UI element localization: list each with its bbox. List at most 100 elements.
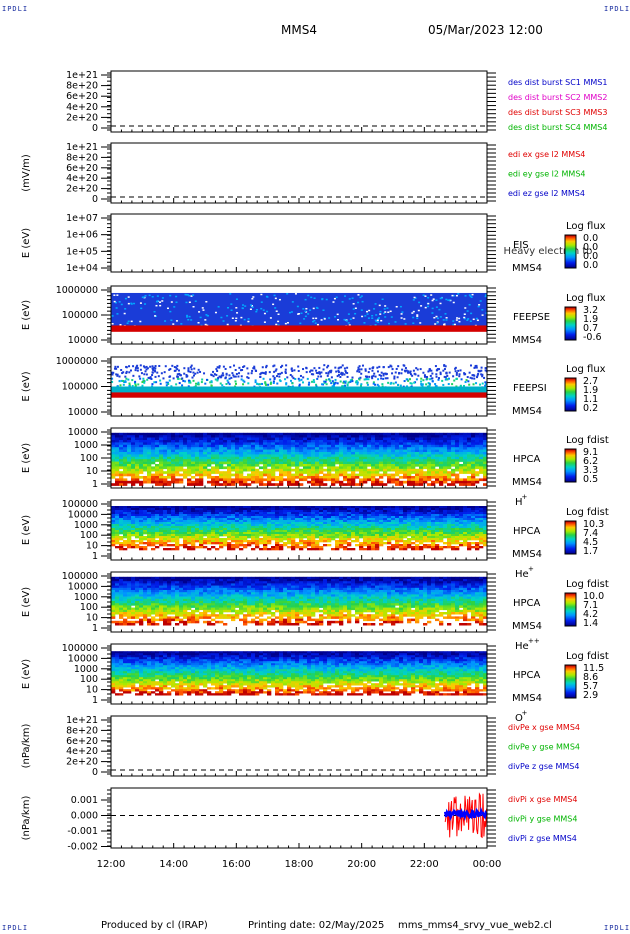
spectrogram-cell <box>147 518 152 521</box>
spectrogram-cell <box>247 506 252 509</box>
spectrogram-cell <box>335 444 340 448</box>
spectrogram-cell <box>119 456 124 460</box>
colorbar-cell <box>565 338 576 340</box>
spectrogram-speck <box>154 365 157 368</box>
spectrogram-speck <box>384 305 387 307</box>
spectrogram-cell <box>359 449 364 453</box>
spectrogram-cell <box>163 528 168 531</box>
spectrogram-cell <box>179 456 184 460</box>
spectrogram-speck <box>235 317 238 320</box>
x-tick-label: 22:00 <box>410 859 439 870</box>
spectrogram-cell <box>203 452 208 455</box>
spectrogram-speck <box>473 374 476 377</box>
spectrogram-cell <box>183 530 188 533</box>
spectrogram-cell <box>475 464 480 467</box>
spectrogram-speck <box>472 383 475 386</box>
spectrogram-cell <box>275 540 280 543</box>
spectrogram-cell <box>195 452 200 455</box>
spectrogram-cell <box>151 526 156 529</box>
spectrogram-cell <box>211 506 216 509</box>
spectrogram-cell <box>159 534 164 537</box>
spectrogram-cell <box>255 452 260 455</box>
spectrogram-speck <box>153 381 156 384</box>
spectrogram-cell <box>243 540 248 543</box>
spectrogram-speck <box>115 367 118 370</box>
spectrogram-speck <box>322 309 325 311</box>
spectrogram-speck <box>305 366 308 369</box>
spectrogram-speck <box>343 318 346 321</box>
spectrogram-cell <box>315 520 320 523</box>
spectrogram-speck <box>435 369 438 372</box>
spectrogram-cell <box>231 540 236 543</box>
spectrogram-cell <box>111 518 116 521</box>
spectrogram-cell <box>179 508 184 511</box>
spectrogram-speck <box>386 377 389 380</box>
spectrogram-speck <box>439 302 442 305</box>
spectrogram-speck <box>470 312 473 315</box>
spectrogram-cell <box>223 440 228 443</box>
spectrogram-cell <box>223 483 228 486</box>
spectrogram-cell <box>183 452 188 455</box>
spectrogram-cell <box>239 542 244 545</box>
spectrogram-cell <box>119 444 124 448</box>
spectrogram-cell <box>147 506 152 509</box>
spectrogram-cell <box>355 468 360 472</box>
spectrogram-cell <box>411 459 416 462</box>
spectrogram-cell <box>315 442 320 446</box>
colorbar-tick-label: 2.7 <box>583 376 598 387</box>
spectrogram-cell <box>411 432 416 436</box>
spectrogram-cell <box>323 440 328 443</box>
spectrogram-speck <box>276 382 279 385</box>
spectrogram-cell <box>119 544 124 547</box>
spectrogram-cell <box>323 514 328 517</box>
spectrogram-speck <box>289 379 292 382</box>
spectrogram-speck <box>424 295 427 297</box>
spectrogram-cell <box>151 530 156 533</box>
spectrogram-speck <box>234 380 237 383</box>
spectrogram-cell <box>223 530 228 533</box>
spectrogram-cell <box>479 440 484 443</box>
spectrogram-cell <box>203 540 208 543</box>
colorbar-cell <box>565 392 576 394</box>
spectrogram-cell <box>191 461 196 465</box>
spectrogram-cell <box>279 532 284 535</box>
spectrogram-cell <box>391 432 396 436</box>
spectrogram-cell <box>235 471 240 474</box>
spectrogram-cell <box>171 526 176 529</box>
spectrogram-speck <box>146 378 149 381</box>
spectrogram-cell <box>171 510 176 513</box>
spectrogram-cell <box>143 538 148 541</box>
spectrogram-speck <box>111 380 114 383</box>
spectrogram-speck <box>341 301 344 303</box>
spectrogram-speck <box>247 320 250 323</box>
spectrogram-cell <box>131 546 136 549</box>
spectrogram-cell <box>155 440 160 443</box>
spectrogram-cell <box>143 548 148 551</box>
spectrogram-speck <box>270 381 273 384</box>
spectrogram-speck <box>315 371 318 374</box>
spectrogram-cell <box>263 512 268 515</box>
spectrogram-speck <box>139 377 142 380</box>
spectrogram-cell <box>251 464 256 467</box>
spectrogram-speck <box>452 323 455 326</box>
spectrogram-cell <box>451 473 456 477</box>
spectrogram-cell <box>239 447 244 450</box>
spectrogram-cell <box>363 464 368 467</box>
spectrogram-speck <box>125 365 128 368</box>
spectrogram-speck <box>394 321 397 323</box>
spectrogram-speck <box>111 373 114 376</box>
spectrogram-cell <box>443 442 448 446</box>
colorbar-cell <box>565 258 576 260</box>
colorbar-cell <box>565 464 576 466</box>
spectrogram-cell <box>271 456 276 460</box>
spectrogram-cell <box>319 483 324 486</box>
spectrogram-cell <box>259 516 264 519</box>
legend-entry: des dist burst SC3 MMS3 <box>508 108 607 117</box>
spectrogram-cell <box>219 540 224 543</box>
spectrogram-cell <box>407 459 412 462</box>
spectrogram-cell <box>435 440 440 443</box>
spectrogram-speck <box>147 376 150 379</box>
spectrogram-cell <box>271 526 276 529</box>
spectrogram-cell <box>151 534 156 537</box>
